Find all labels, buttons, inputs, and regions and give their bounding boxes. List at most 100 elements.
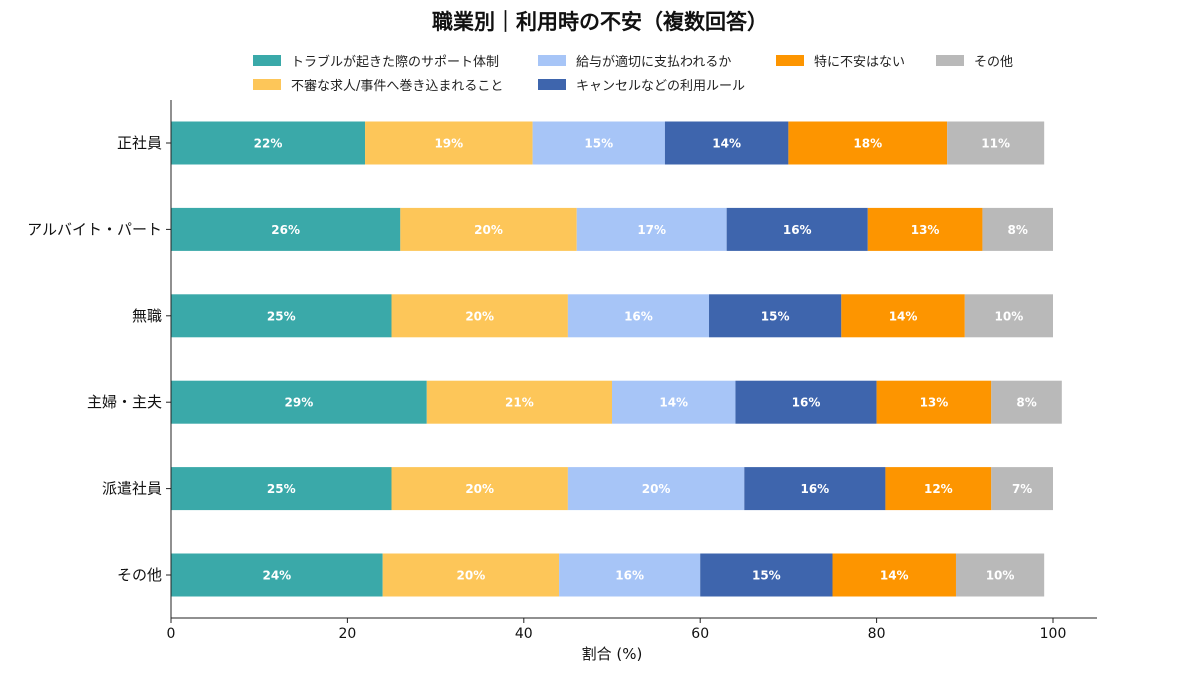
bar-value-label: 20% <box>457 569 486 583</box>
x-tick-label: 60 <box>691 626 709 642</box>
bar-segment <box>735 380 877 424</box>
x-tick-label: 100 <box>1040 626 1067 642</box>
bar-segment <box>382 553 560 597</box>
bar-segment <box>947 121 1045 165</box>
bar-segment <box>171 380 427 424</box>
bar-segment <box>700 553 833 597</box>
bar-segment <box>171 121 366 165</box>
bar-segment <box>841 294 965 338</box>
bar-value-label: 7% <box>1012 482 1032 496</box>
bar-segment <box>876 380 992 424</box>
bar-segment <box>991 380 1062 424</box>
bar-segment <box>709 294 842 338</box>
y-tick-label: アルバイト・パート <box>27 220 162 238</box>
bar-value-label: 13% <box>920 396 949 410</box>
bar-value-label: 16% <box>783 223 812 237</box>
legend-swatch <box>538 79 566 90</box>
legend-label: トラブルが起きた際のサポート体制 <box>291 55 500 70</box>
bar-segment <box>567 294 710 338</box>
legend-label: キャンセルなどの利用ルール <box>576 79 746 94</box>
legend-item: 不審な求人/事件へ巻き込まれること <box>253 75 503 94</box>
bar-value-label: 12% <box>924 482 953 496</box>
legend-item: キャンセルなどの利用ルール <box>538 75 745 94</box>
y-tick-label: 正社員 <box>117 134 162 152</box>
bar-value-label: 13% <box>911 223 940 237</box>
bar-value-label: 10% <box>995 309 1024 323</box>
y-tick-label: 派遣社員 <box>102 480 162 498</box>
legend-swatch <box>936 55 964 66</box>
bar-value-label: 15% <box>752 569 781 583</box>
bar-value-label: 20% <box>642 482 671 496</box>
bar-value-label: 24% <box>262 569 291 583</box>
bar-segment <box>567 467 745 511</box>
bar-segment <box>964 294 1053 338</box>
bar-value-label: 16% <box>624 309 653 323</box>
bar-segment <box>391 467 568 511</box>
bar-value-label: 8% <box>1008 223 1028 237</box>
bar-segment <box>426 380 612 424</box>
bar-segment <box>982 207 1053 251</box>
legend-swatch <box>538 55 566 66</box>
x-tick-label: 80 <box>868 626 886 642</box>
y-tick-label: 主婦・主夫 <box>87 393 162 411</box>
bar-value-label: 10% <box>986 569 1015 583</box>
bar-value-label: 11% <box>981 137 1010 151</box>
bar-segment <box>576 207 727 251</box>
bar-value-label: 14% <box>659 396 688 410</box>
bar-value-label: 25% <box>267 482 296 496</box>
legend-swatch <box>776 55 804 66</box>
legend-label: 不審な求人/事件へ巻き込まれること <box>291 79 504 94</box>
legend-item: 特に不安はない <box>776 51 905 70</box>
bar-value-label: 20% <box>465 309 494 323</box>
bar-segment <box>744 467 886 511</box>
bar-value-label: 16% <box>615 569 644 583</box>
bar-value-label: 15% <box>584 137 613 151</box>
bar-segment <box>867 207 983 251</box>
bar-value-label: 16% <box>792 396 821 410</box>
bar-segment <box>171 294 392 338</box>
bar-value-label: 20% <box>474 223 503 237</box>
bar-value-label: 15% <box>761 309 790 323</box>
bar-value-label: 26% <box>271 223 300 237</box>
legend-swatch <box>253 79 281 90</box>
bar-value-label: 19% <box>434 137 463 151</box>
bar-value-label: 14% <box>880 569 909 583</box>
chart-legend: トラブルが起きた際のサポート体制 給与が適切に支払われるか 特に不安はない その他不審… <box>253 51 1073 97</box>
legend-item: その他 <box>936 51 1013 70</box>
bar-value-label: 18% <box>853 137 882 151</box>
legend-label: その他 <box>974 55 1014 70</box>
bar-value-label: 25% <box>267 309 296 323</box>
bar-value-label: 29% <box>285 396 314 410</box>
bar-value-label: 22% <box>254 137 283 151</box>
x-tick-label: 0 <box>167 626 176 642</box>
legend-item: 給与が適切に支払われるか <box>538 51 731 70</box>
legend-label: 給与が適切に支払われるか <box>576 55 732 70</box>
bar-segment <box>365 121 533 165</box>
bar-value-label: 16% <box>800 482 829 496</box>
legend-swatch <box>253 55 281 66</box>
x-tick-label: 40 <box>515 626 533 642</box>
bar-segment <box>726 207 868 251</box>
bar-segment <box>991 467 1053 511</box>
bar-value-label: 14% <box>712 137 741 151</box>
bar-value-label: 14% <box>889 309 918 323</box>
x-tick-label: 20 <box>338 626 356 642</box>
bar-segment <box>832 553 956 597</box>
y-tick-label: その他 <box>117 566 162 584</box>
bar-segment <box>664 121 789 165</box>
bar-segment <box>885 467 992 511</box>
bar-segment <box>400 207 577 251</box>
bar-segment <box>171 467 392 511</box>
bar-segment <box>171 207 401 251</box>
legend-item: トラブルが起きた際のサポート体制 <box>253 51 499 70</box>
bar-segment <box>788 121 948 165</box>
x-axis-title: 割合 (%) <box>582 645 643 663</box>
y-tick-label: 無職 <box>132 307 162 325</box>
legend-label: 特に不安はない <box>814 55 906 70</box>
bar-segment <box>171 553 383 597</box>
bar-value-label: 20% <box>465 482 494 496</box>
bar-segment <box>955 553 1045 597</box>
bar-segment <box>391 294 568 338</box>
